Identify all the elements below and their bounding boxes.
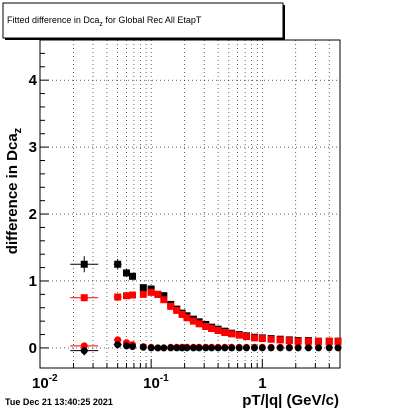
data-point (258, 344, 266, 352)
data-point (202, 322, 210, 330)
marker-down (80, 350, 89, 356)
data-point (147, 344, 155, 352)
data-point (167, 302, 175, 310)
data-point (114, 341, 122, 349)
data-point (122, 292, 130, 300)
data-point (178, 344, 186, 352)
x-tick-label: 10-1 (143, 373, 169, 392)
data-point (139, 290, 147, 298)
data-point (202, 344, 210, 352)
data-point (122, 269, 130, 277)
timestamp: Tue Dec 21 13:40:25 2021 (5, 397, 113, 407)
data-point (221, 344, 229, 352)
chart-title: Fitted difference in Dcaz for Global Rec… (7, 15, 202, 28)
x-tick-label: 10-2 (32, 373, 58, 392)
series-0 (70, 256, 342, 345)
data-point (160, 292, 168, 300)
data-point (304, 337, 312, 345)
data-point (242, 344, 250, 352)
y-tick-label: 2 (29, 206, 37, 223)
data-point (235, 331, 243, 339)
y-tick-label: 3 (29, 139, 37, 156)
data-point (250, 334, 258, 342)
x-tick-label: 1 (258, 375, 266, 392)
tick-labels: 0 1 2 3 4 10-2 10-1 1 (29, 72, 267, 392)
series-1 (70, 288, 342, 345)
data-point (129, 272, 137, 280)
data-point (178, 310, 186, 318)
data-point (294, 344, 302, 352)
data-point (228, 344, 236, 352)
data-point (139, 343, 147, 351)
data-point (285, 337, 293, 345)
data-point (147, 288, 155, 296)
data-point (160, 344, 168, 352)
data-point (325, 344, 333, 352)
data-point (250, 344, 258, 352)
data-point (80, 294, 88, 302)
series-3 (70, 341, 342, 355)
data-point (258, 335, 266, 343)
data-point (167, 344, 175, 352)
data-point (276, 336, 284, 344)
data-point (122, 342, 130, 350)
data-point (334, 337, 342, 345)
x-axis-label: pT/|q| (GeV/c) (242, 392, 339, 409)
y-tick-label: 0 (29, 340, 37, 357)
data-point (114, 260, 122, 268)
grid-lines (39, 40, 341, 368)
data-point (173, 344, 181, 352)
data-point (154, 344, 162, 352)
data-point (221, 329, 229, 337)
data-point (314, 337, 322, 345)
y-axis-label: difference in Dcaz (4, 127, 24, 254)
data-point (129, 291, 137, 299)
data-point (183, 314, 191, 322)
data-point (208, 325, 216, 333)
data-point (189, 317, 197, 325)
data-point (228, 330, 236, 338)
data-point (154, 290, 162, 298)
data-point (195, 344, 203, 352)
data-point (208, 344, 216, 352)
data-point (267, 344, 275, 352)
data-point (214, 327, 222, 335)
data-point (214, 344, 222, 352)
data-point (173, 306, 181, 314)
data-point (183, 344, 191, 352)
data-point (129, 343, 137, 351)
data-point (189, 344, 197, 352)
axis-ticks (39, 52, 341, 368)
data-point (195, 320, 203, 328)
data-point (276, 344, 284, 352)
chart-title-box: Fitted difference in Dcaz for Global Rec… (2, 2, 285, 40)
data-point (325, 337, 333, 345)
data-point (242, 333, 250, 341)
y-tick-label: 1 (29, 273, 37, 290)
data-point (160, 296, 168, 304)
data-point (139, 284, 147, 292)
data-series (70, 256, 342, 356)
data-point (267, 335, 275, 343)
data-point (294, 337, 302, 345)
data-point (235, 344, 243, 352)
data-point (304, 344, 312, 352)
data-point (80, 260, 88, 268)
data-point (114, 293, 122, 301)
data-point (334, 344, 342, 352)
data-point (285, 344, 293, 352)
data-point (314, 344, 322, 352)
y-tick-label: 4 (29, 72, 38, 89)
